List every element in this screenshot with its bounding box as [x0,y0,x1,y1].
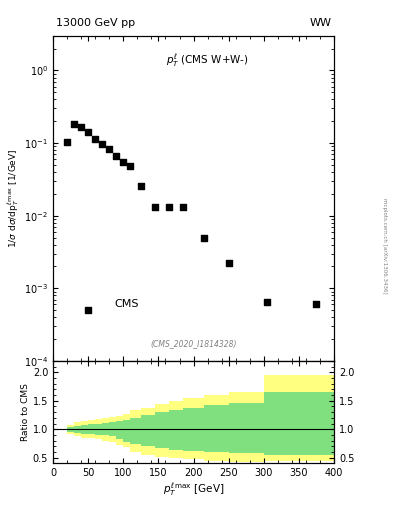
Point [85,306,91,314]
Y-axis label: Ratio to CMS: Ratio to CMS [21,383,30,441]
Point [313,301,320,309]
Point [127,162,134,170]
Text: (CMS_2020_I1814328): (CMS_2020_I1814328) [150,339,237,348]
Point [180,203,186,211]
Text: 13000 GeV pp: 13000 GeV pp [56,18,135,28]
Point [92,135,98,143]
Point [113,152,119,160]
Text: mcplots.cern.ch [arXiv:1306.3436]: mcplots.cern.ch [arXiv:1306.3436] [382,198,387,293]
Point [166,203,172,211]
Point [120,158,127,166]
Point [201,233,207,242]
Text: CMS: CMS [115,299,140,309]
Point [152,203,158,211]
Point [64,137,70,145]
X-axis label: $p_T^{\ell\,\rm max}$ [GeV]: $p_T^{\ell\,\rm max}$ [GeV] [163,481,224,498]
Point [71,120,77,128]
Text: WW: WW [309,18,331,28]
Y-axis label: 1/$\sigma$ d$\sigma$/dp$_T^{\ell\,\rm max}$ [1/GeV]: 1/$\sigma$ d$\sigma$/dp$_T^{\ell\,\rm ma… [6,148,21,248]
Point [85,129,91,137]
Point [106,145,112,154]
Point [264,298,270,306]
Text: $p_T^\ell$ (CMS W+W-): $p_T^\ell$ (CMS W+W-) [166,52,249,69]
Point [99,140,105,148]
Point [226,260,232,268]
Point [78,123,84,132]
Point [138,181,144,189]
